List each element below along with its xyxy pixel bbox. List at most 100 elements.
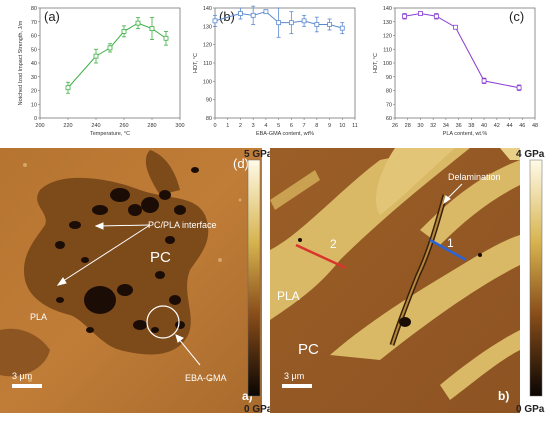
- sub-letter-a: a): [242, 389, 253, 403]
- y-tick-label: 130: [383, 20, 392, 26]
- data-point: [107, 45, 113, 51]
- x-tick-label: 200: [35, 123, 44, 129]
- y-axis-label: HDT, °C: [193, 53, 199, 73]
- data-point: [433, 13, 439, 19]
- y-tick-label: 20: [31, 89, 37, 95]
- data-point: [288, 20, 294, 26]
- data-point: [481, 78, 487, 84]
- chart-ebagma-hdt: 0 1 2 3 4 5 6 7 8 9 10 11 80 90 100 110 120 130 140 EBA-GMA…: [193, 5, 358, 137]
- data-point: [135, 20, 141, 26]
- phase-pc-d: PC: [150, 249, 171, 266]
- y-tick-label: 100: [203, 79, 212, 85]
- x-tick-label: 1: [226, 123, 229, 129]
- y-tick-label: 140: [203, 6, 212, 12]
- series-line: [67, 22, 167, 89]
- svg-text:0 GPa: 0 GPa: [516, 404, 545, 415]
- y-tick-label: 70: [386, 102, 392, 108]
- y-tick-label: 50: [31, 47, 37, 53]
- x-tick-label: 38: [468, 123, 474, 129]
- y-tick-label: 90: [386, 75, 392, 81]
- x-tick-label: 40: [481, 123, 487, 129]
- x-tick-label: 3: [252, 123, 255, 129]
- interface-arrows: [56, 222, 201, 366]
- colorbar-b: 4 GPa 0 GPa: [516, 149, 545, 415]
- data-point: [163, 35, 169, 41]
- data-point: [149, 26, 155, 32]
- series-line: [404, 12, 520, 89]
- x-tick-label: 46: [519, 123, 525, 129]
- chart-temperature-impact: 200 220 240 260 280 300 0 10 20 30 40 50 60 70 80 Tempe…: [18, 6, 185, 137]
- y-tick-label: 70: [31, 20, 37, 26]
- x-tick-label: 6: [290, 123, 293, 129]
- phase-pla-b: PLA: [277, 289, 300, 303]
- y-tick-label: 120: [383, 34, 392, 40]
- eba-gma-label: EBA-GMA: [185, 373, 227, 383]
- x-axis-label: EBA-GMA content, wt%: [256, 131, 314, 137]
- y-tick-label: 120: [203, 43, 212, 49]
- x-tick-label: 26: [392, 123, 398, 129]
- afm-image-d: (d) PC/PLA interface PC PLA EBA-GMA 3 μm…: [0, 148, 262, 413]
- data-point: [339, 25, 345, 31]
- chart-pla-hdt: 26 28 30 32 34 36 38 40 42 44 46 48 60 70 80 90 100 110 12…: [373, 6, 538, 137]
- data-point: [327, 22, 332, 27]
- y-tick-label: 80: [386, 89, 392, 95]
- y-tick-label: 140: [383, 6, 392, 12]
- data-point: [263, 9, 269, 15]
- svg-text:5 GPa: 5 GPa: [244, 149, 273, 160]
- y-tick-label: 90: [206, 98, 212, 104]
- x-tick-label: 30: [417, 123, 423, 129]
- scale-bar-b: [282, 384, 312, 388]
- y-tick-label: 80: [206, 116, 212, 122]
- x-tick-label: 7: [303, 123, 306, 129]
- x-tick-label: 44: [506, 123, 512, 129]
- data-point: [121, 28, 127, 34]
- interface-label: PC/PLA interface: [148, 220, 217, 230]
- x-tick-label: 5: [277, 123, 280, 129]
- x-tick-label: 9: [328, 123, 331, 129]
- x-tick-label: 42: [494, 123, 500, 129]
- profile-line-2: [295, 243, 347, 270]
- y-tick-label: 110: [383, 47, 392, 53]
- y-tick-label: 10: [31, 102, 37, 108]
- data-point: [65, 85, 71, 91]
- panel-letter-d: (d): [233, 156, 249, 171]
- y-tick-label: 100: [383, 61, 392, 67]
- y-axis-label: HDT, °C: [373, 53, 379, 73]
- x-tick-label: 240: [91, 123, 100, 129]
- y-tick-label: 0: [34, 116, 37, 122]
- data-point: [301, 18, 307, 24]
- x-tick-label: 2: [239, 123, 242, 129]
- svg-text:0 GPa: 0 GPa: [244, 404, 273, 415]
- y-tick-label: 80: [31, 6, 37, 12]
- data-point: [418, 11, 423, 16]
- y-tick-label: 60: [31, 34, 37, 40]
- svg-text:4 GPa: 4 GPa: [516, 149, 545, 160]
- delamination-label: Delamination: [448, 172, 501, 182]
- eba-gma-circle: [146, 305, 180, 339]
- panel-letter: (b): [219, 9, 235, 24]
- x-tick-label: 0: [213, 123, 216, 129]
- x-tick-label: 8: [315, 123, 318, 129]
- profile-line-1: [429, 238, 467, 262]
- x-tick-label: 280: [147, 123, 156, 129]
- data-point: [276, 20, 282, 26]
- phase-pc-b: PC: [298, 341, 319, 358]
- x-tick-label: 32: [430, 123, 436, 129]
- x-tick-label: 4: [264, 123, 267, 129]
- profile-label-1: 1: [447, 236, 454, 250]
- afm-image-b: 2 1 Delamination PLA PC 3 μm b): [270, 148, 520, 413]
- x-tick-label: 11: [352, 123, 358, 129]
- x-axis-label: Temperature, °C: [90, 131, 130, 137]
- profile-label-2: 2: [330, 237, 337, 251]
- plot-frame: [394, 7, 536, 119]
- data-point: [250, 12, 256, 18]
- data-point: [453, 24, 458, 30]
- data-point: [402, 13, 407, 19]
- data-point: [516, 85, 522, 91]
- x-tick-label: 34: [443, 123, 449, 129]
- y-tick-label: 30: [31, 75, 37, 81]
- scale-bar-d: [12, 384, 42, 388]
- voids: [55, 167, 199, 333]
- colorbar-d: 5 GPa 0 GPa: [244, 149, 273, 415]
